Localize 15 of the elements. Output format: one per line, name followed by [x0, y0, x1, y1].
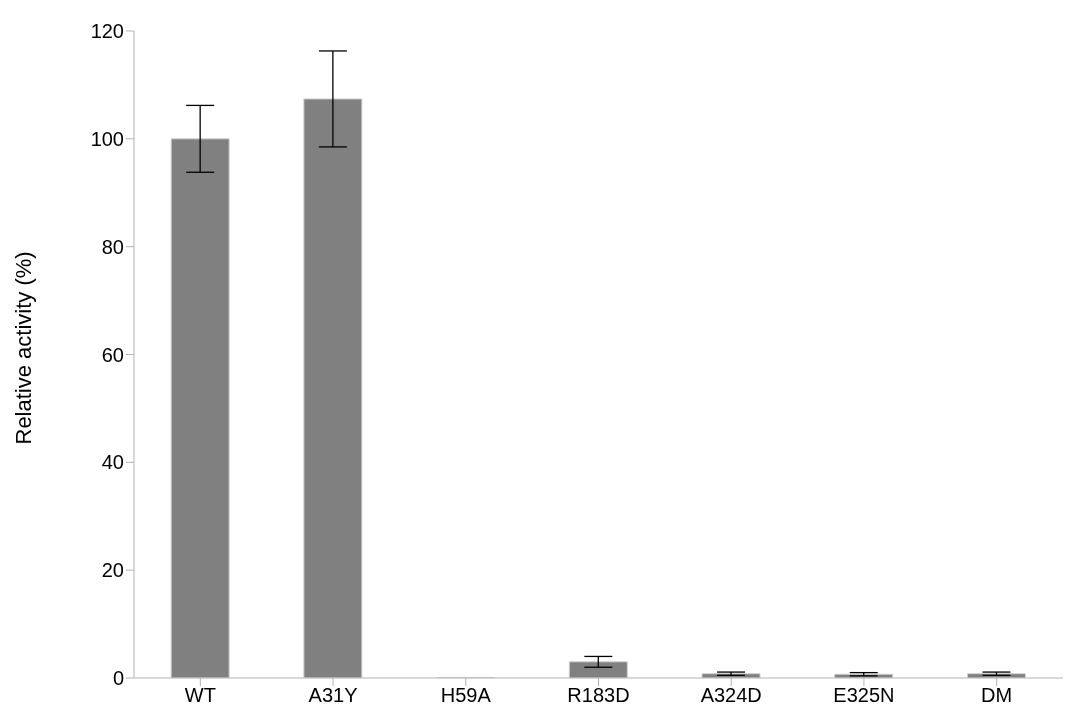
- x-tick-label: E325N: [833, 684, 895, 707]
- y-tick-label: 60: [101, 343, 124, 366]
- y-axis-title: Relative activity (%): [10, 251, 36, 445]
- y-tick-label: 80: [101, 235, 124, 258]
- x-tick-label: A324D: [700, 684, 762, 707]
- y-tick-label: 100: [90, 127, 124, 150]
- x-tick-label: R183D: [567, 684, 630, 707]
- x-tick-label: WT: [184, 684, 216, 707]
- x-tick-label: H59A: [440, 684, 492, 707]
- x-tick-label: DM: [981, 684, 1013, 707]
- y-tick-label: 0: [112, 667, 124, 690]
- y-tick-label: 20: [101, 559, 124, 582]
- y-tick-label: 40: [101, 451, 124, 474]
- x-tick-label: A31Y: [308, 684, 358, 707]
- y-tick-label: 120: [90, 20, 124, 43]
